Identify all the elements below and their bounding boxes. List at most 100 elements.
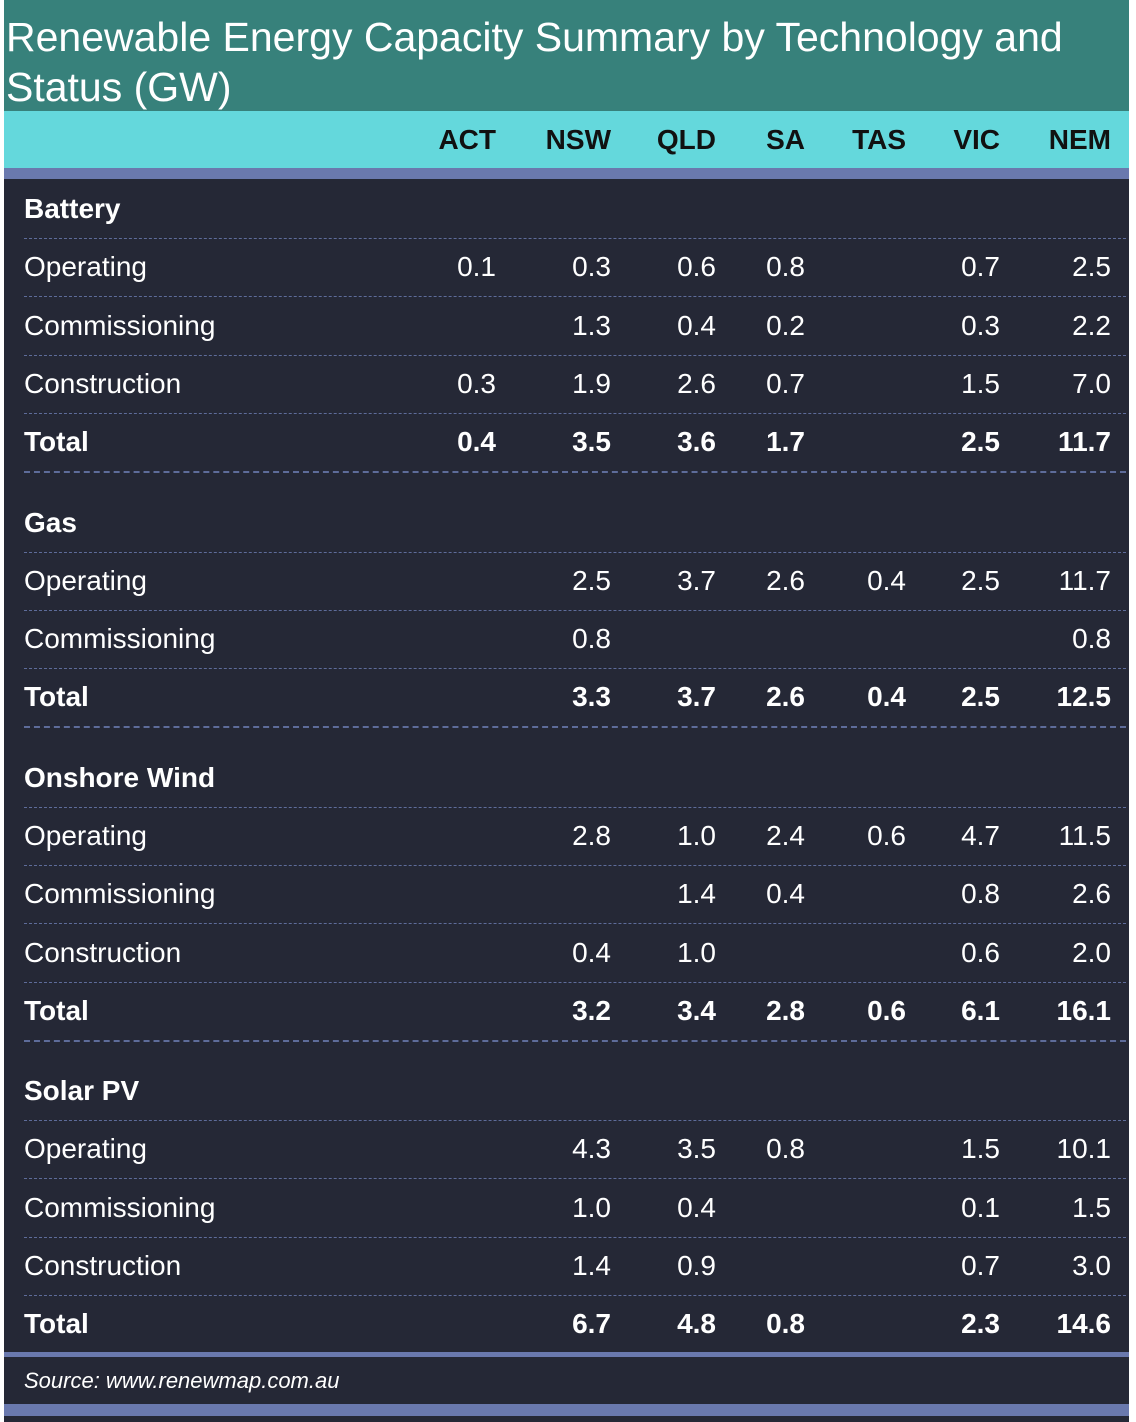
cell-qld: 3.5 [677,1133,716,1164]
cell-sa: 0.2 [766,310,805,341]
cell-nem: 2.5 [1072,251,1111,282]
row-label: Operating [24,1133,147,1164]
table-row: Construction 0.4 1.0 0.6 2.0 [24,924,1126,983]
cell-nem: 14.6 [1056,1308,1112,1339]
cell-sa: 0.8 [766,251,805,282]
cell-vic: 0.8 [961,878,1000,909]
total-row: Total 6.7 4.8 0.8 2.3 14.6 [24,1295,1126,1355]
table-title: Renewable Energy Capacity Summary by Tec… [4,0,1129,111]
total-row: Total 3.2 3.4 2.8 0.6 6.1 16.1 [24,982,1126,1042]
cell-nem: 2.2 [1072,310,1111,341]
column-header-qld: QLD [656,124,716,155]
cell-vic: 6.1 [961,995,1000,1026]
cell-nsw: 1.4 [572,1250,611,1281]
column-header-vic: VIC [953,124,1000,155]
cell-vic: 0.6 [961,937,1000,968]
row-label: Construction [24,368,182,399]
cell-sa [695,1179,805,1237]
cell-nem: 1.5 [1072,1192,1111,1223]
header-divider-band [4,168,1129,179]
row-label: Total [24,426,89,457]
cell-nem: 10.1 [1056,1133,1112,1164]
cell-nsw: 3.2 [572,995,611,1026]
table-row: Construction 1.4 0.9 0.7 3.0 [24,1237,1126,1296]
table-row: Commissioning 0.8 0.8 [24,610,1126,669]
table-row: Construction 0.3 1.9 2.6 0.7 1.5 7.0 [24,355,1126,414]
cell-tas: 0.4 [867,565,906,596]
cell-nem: 3.0 [1072,1250,1111,1281]
cell-act [386,1179,496,1237]
cell-qld: 1.0 [677,937,716,968]
cell-nsw: 1.3 [572,310,611,341]
cell-sa: 2.4 [766,820,805,851]
row-label: Operating [24,251,147,282]
cell-qld: 0.6 [677,251,716,282]
cell-vic: 2.5 [961,565,1000,596]
cell-vic: 0.1 [961,1192,1000,1223]
table-row: Commissioning 1.3 0.4 0.2 0.3 2.2 [24,297,1126,356]
section-label: Battery [24,193,121,224]
total-row: Total 3.3 3.7 2.6 0.4 2.5 12.5 [24,668,1126,728]
cell-sa: 2.6 [766,565,805,596]
column-header-row: ACT NSW QLD SA TAS VIC NEM [4,111,1129,168]
row-label: Operating [24,565,147,596]
table-frame: Renewable Energy Capacity Summary by Tec… [4,0,1129,1422]
cell-qld: 3.7 [677,681,716,712]
column-header-tas: TAS [852,124,906,155]
cell-act [386,1120,496,1178]
cell-qld: 3.7 [677,565,716,596]
cell-qld: 2.6 [677,368,716,399]
cell-act [386,865,496,923]
cell-act [386,297,496,355]
source-note: Source: www.renewmap.com.au [24,1368,340,1393]
bottom-band [4,1404,1129,1416]
cell-act [386,807,496,865]
section-row: Onshore Wind [24,749,1126,808]
cell-qld: 0.4 [677,310,716,341]
table-row: Commissioning 1.4 0.4 0.8 2.6 [24,865,1126,924]
cell-act [386,982,496,1040]
cell-nsw: 3.5 [572,426,611,457]
cell-sa: 2.6 [766,681,805,712]
section-row: Gas [24,494,1126,553]
cell-act: 0.4 [457,426,496,457]
row-label: Construction [24,1250,182,1281]
cell-vic: 0.7 [961,251,1000,282]
cell-nsw: 1.0 [572,1192,611,1223]
cell-sa: 0.8 [766,1308,805,1339]
cell-tas: 0.6 [867,995,906,1026]
cell-nsw: 4.3 [572,1133,611,1164]
column-header-act: ACT [438,124,496,155]
cell-act [386,1237,496,1295]
section-row: Battery [24,180,1126,239]
section-label: Onshore Wind [24,762,216,793]
section-row: Solar PV [24,1062,1126,1121]
cell-nsw: 0.4 [572,937,611,968]
cell-qld: 3.6 [677,426,716,457]
row-label: Construction [24,937,182,968]
cell-nsw: 2.5 [572,565,611,596]
cell-vic: 1.5 [961,368,1000,399]
cell-nem: 0.8 [1072,623,1111,654]
table-row: Operating 2.8 1.0 2.4 0.6 4.7 11.5 [24,807,1126,866]
cell-nem: 11.7 [1058,426,1111,457]
cell-vic [890,610,1000,668]
cell-nem: 11.5 [1058,820,1111,851]
cell-tas: 0.6 [867,820,906,851]
cell-vic: 4.7 [961,820,1000,851]
cell-act: 0.1 [457,251,496,282]
cell-sa: 0.8 [766,1133,805,1164]
table-row: Commissioning 1.0 0.4 0.1 1.5 [24,1179,1126,1238]
cell-vic: 2.5 [961,681,1000,712]
cell-vic: 2.3 [961,1308,1000,1339]
cell-act: 0.3 [457,368,496,399]
row-label: Commissioning [24,310,216,341]
cell-nsw: 0.3 [572,251,611,282]
cell-nsw: 6.7 [572,1308,611,1339]
cell-nem: 7.0 [1072,368,1111,399]
cell-qld: 3.4 [677,995,716,1026]
row-label: Total [24,681,89,712]
cell-sa [695,1237,805,1295]
cell-nsw: 1.9 [572,368,611,399]
column-header-nem: NEM [1048,124,1111,155]
